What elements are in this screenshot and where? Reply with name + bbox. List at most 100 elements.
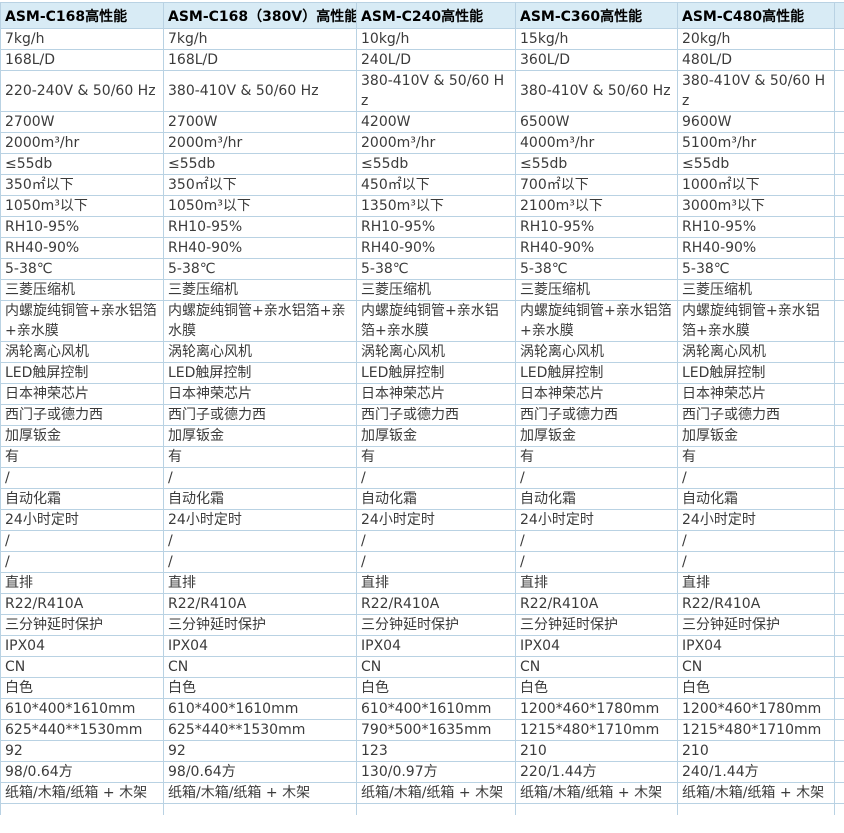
spec-cell: 白色 (163, 677, 357, 699)
spec-table-body: 7kg/h 7kg/h 10kg/h 15kg/h 20kg/h 168L/D 168L/D… (0, 28, 844, 815)
spec-cell-partial (834, 782, 844, 804)
spec-cell: RH40-90% (163, 237, 357, 259)
spec-cell: 480L/D (677, 49, 835, 71)
spec-cell: / (356, 467, 516, 489)
column-header: ASM-C168高性能 (0, 2, 164, 29)
spec-cell: 92 (0, 740, 164, 762)
spec-cell: 610*400*1610mm (0, 698, 164, 720)
spec-cell: 自动化霜 (163, 488, 357, 510)
spec-cell: 自动化霜 (677, 488, 835, 510)
column-header-partial (834, 2, 844, 29)
spec-cell: / (356, 551, 516, 573)
spec-cell: CN (163, 656, 357, 678)
spec-cell (0, 803, 164, 815)
table-row: RH10-95% RH10-95% RH10-95% RH10-95% RH10-95% (0, 216, 844, 238)
spec-cell: 1200*460*1780mm (515, 698, 678, 720)
spec-cell: 5-38℃ (515, 258, 678, 280)
spec-cell: 6500W (515, 111, 678, 133)
spec-cell: 内螺旋纯铜管+亲水铝箔+亲水膜 (677, 300, 835, 342)
spec-cell: 10kg/h (356, 28, 516, 50)
spec-cell: 210 (515, 740, 678, 762)
spec-cell: / (163, 551, 357, 573)
spec-cell: 380-410V & 50/60 Hz (515, 70, 678, 112)
spec-cell: 220/1.44方 (515, 761, 678, 783)
spec-cell: / (515, 467, 678, 489)
spec-cell: / (0, 530, 164, 552)
spec-cell-partial (834, 70, 844, 112)
spec-cell: ≤55db (163, 153, 357, 175)
table-row: 2700W 2700W 4200W 6500W 9600W (0, 111, 844, 133)
spec-cell-partial (834, 49, 844, 71)
spec-cell-partial (834, 258, 844, 280)
spec-cell: 日本神荣芯片 (163, 383, 357, 405)
spec-cell: 内螺旋纯铜管+亲水铝箔+亲水膜 (356, 300, 516, 342)
spec-cell: 三分钟延时保护 (356, 614, 516, 636)
spec-cell-partial (834, 383, 844, 405)
spec-cell-partial (834, 614, 844, 636)
table-row: 有有有有有 (0, 446, 844, 468)
spec-cell: / (163, 467, 357, 489)
spec-cell: 5-38℃ (0, 258, 164, 280)
spec-cell: R22/R410A (0, 593, 164, 615)
table-row: 西门子或德力西 西门子或德力西 西门子或德力西 西门子或德力西 西门子或德力西 (0, 404, 844, 426)
spec-cell: LED触屏控制 (163, 362, 357, 384)
spec-cell: 西门子或德力西 (515, 404, 678, 426)
spec-cell: CN (0, 656, 164, 678)
spec-cell: 7kg/h (163, 28, 357, 50)
table-row: 涡轮离心风机 涡轮离心风机 涡轮离心风机 涡轮离心风机 涡轮离心风机 (0, 341, 844, 363)
table-row: 三菱压缩机 三菱压缩机 三菱压缩机 三菱压缩机 三菱压缩机 (0, 279, 844, 301)
table-row-partial (0, 803, 844, 815)
spec-cell: 涡轮离心风机 (677, 341, 835, 363)
table-row: RH40-90% RH40-90% RH40-90% RH40-90% RH40-90% (0, 237, 844, 259)
spec-cell-partial (834, 153, 844, 175)
table-row: 直排 直排 直排 直排 直排 (0, 572, 844, 594)
spec-cell-partial (834, 237, 844, 259)
spec-cell: 380-410V & 50/60 Hz (356, 70, 516, 112)
product-spec-table: ASM-C168高性能 ASM-C168（380V）高性能 ASM-C240高性能 A… (0, 2, 844, 815)
spec-cell: IPX04 (163, 635, 357, 657)
spec-cell: 三分钟延时保护 (163, 614, 357, 636)
spec-cell: 24小时定时 (163, 509, 357, 531)
spec-cell: / (0, 467, 164, 489)
spec-cell-partial (834, 740, 844, 762)
spec-cell: 涡轮离心风机 (163, 341, 357, 363)
spec-cell-partial (834, 300, 844, 342)
spec-cell: 1000㎡以下 (677, 174, 835, 196)
spec-cell: 加厚钣金 (163, 425, 357, 447)
spec-cell: 380-410V & 50/60 Hz (677, 70, 835, 112)
spec-cell: 西门子或德力西 (163, 404, 357, 426)
spec-cell: 1200*460*1780mm (677, 698, 835, 720)
spec-cell: 168L/D (0, 49, 164, 71)
table-row: 610*400*1610mm 610*400*1610mm 610*400*1610… (0, 698, 844, 720)
table-row: / / / / / (0, 551, 844, 573)
spec-cell: 790*500*1635mm (356, 719, 516, 741)
spec-cell-partial (834, 572, 844, 594)
spec-cell: 西门子或德力西 (677, 404, 835, 426)
spec-cell: 350㎡以下 (0, 174, 164, 196)
column-header: ASM-C360高性能 (515, 2, 678, 29)
spec-cell: 加厚钣金 (356, 425, 516, 447)
spec-cell: RH10-95% (356, 216, 516, 238)
spec-cell-partial (834, 698, 844, 720)
table-row: 625*440**1530mm 625*440**1530mm 790*500*16… (0, 719, 844, 741)
header-row: ASM-C168高性能 ASM-C168（380V）高性能 ASM-C240高性能 A… (0, 2, 844, 29)
table-row: 24小时定时 24小时定时 24小时定时 24小时定时 24小时定时 (0, 509, 844, 531)
spec-cell: 123 (356, 740, 516, 762)
spec-cell: 610*400*1610mm (356, 698, 516, 720)
spec-cell-partial (834, 530, 844, 552)
spec-cell: LED触屏控制 (515, 362, 678, 384)
spec-cell: RH10-95% (0, 216, 164, 238)
table-row: 5-38℃ 5-38℃ 5-38℃ 5-38℃ 5-38℃ (0, 258, 844, 280)
spec-cell: 2700W (163, 111, 357, 133)
spec-cell-partial (834, 761, 844, 783)
spec-cell-partial (834, 488, 844, 510)
spec-cell: 92 (163, 740, 357, 762)
spec-cell: 涡轮离心风机 (356, 341, 516, 363)
spec-cell-partial (834, 341, 844, 363)
spec-cell: 涡轮离心风机 (0, 341, 164, 363)
spec-cell (515, 803, 678, 815)
spec-cell: / (677, 467, 835, 489)
spec-cell: 360L/D (515, 49, 678, 71)
spec-cell: 1050m³以下 (0, 195, 164, 217)
spec-cell: IPX04 (0, 635, 164, 657)
